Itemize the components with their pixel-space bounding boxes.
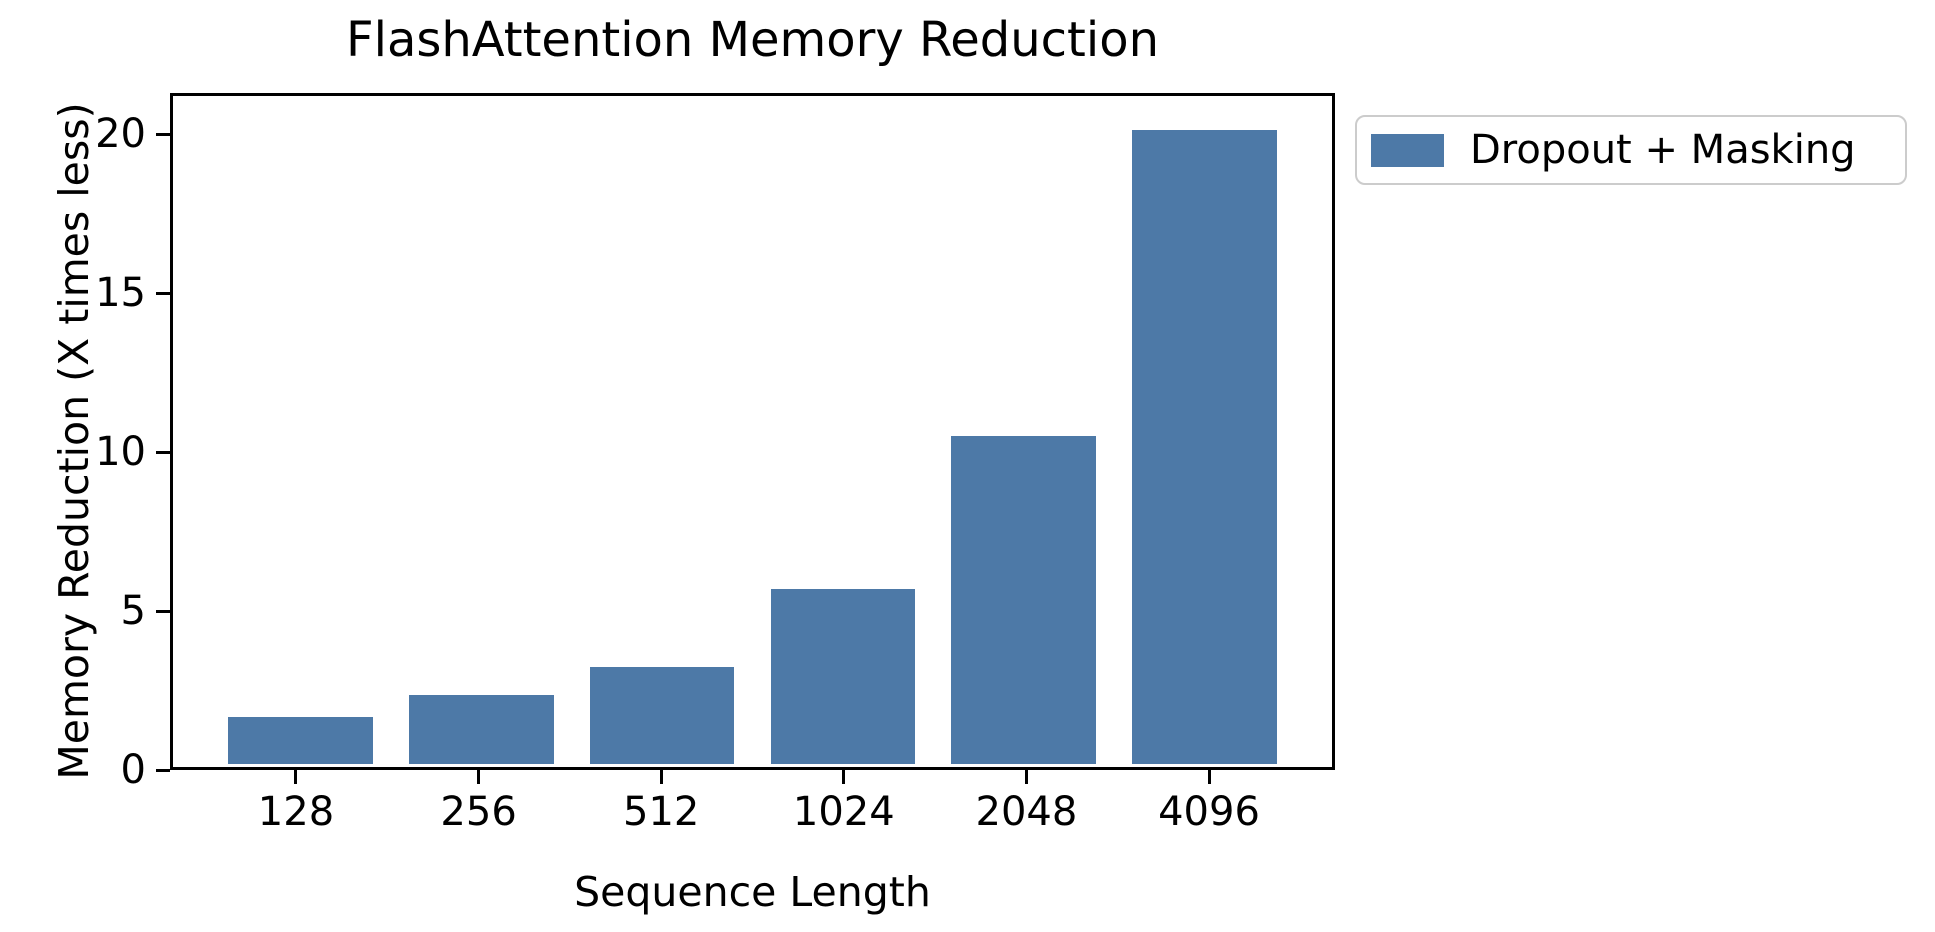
y-tick-label-20: 20 [95, 111, 146, 158]
bar-2048 [951, 436, 1096, 764]
y-tick-mark-5 [156, 609, 170, 613]
bar-256 [409, 695, 554, 764]
chart-title: FlashAttention Memory Reduction [346, 12, 1159, 68]
x-tick-label-4096: 4096 [1158, 789, 1260, 835]
y-tick-label-0: 0 [120, 747, 146, 793]
x-tick-label-512: 512 [623, 789, 700, 835]
y-tick-label-5: 5 [120, 588, 146, 635]
x-tick-mark-128 [294, 770, 298, 784]
bar-512 [589, 667, 735, 764]
x-tick-label-2048: 2048 [975, 789, 1078, 835]
x-tick-label-128: 128 [257, 789, 335, 835]
bars-group [176, 99, 1329, 764]
bar-128 [228, 717, 373, 764]
y-tick-mark-20 [156, 132, 170, 136]
x-tick-mark-256 [477, 770, 481, 784]
x-tick-label-1024: 1024 [792, 789, 895, 835]
x-tick-mark-2048 [1024, 770, 1028, 784]
x-tick-mark-512 [659, 770, 663, 784]
x-axis-label: Sequence Length [574, 868, 931, 916]
bar-1024 [770, 589, 916, 764]
plot-area [170, 93, 1335, 770]
bar-4096 [1132, 130, 1277, 764]
plot-wrap: 0 5 10 15 20 128 256 512 1024 2048 4096 [95, 93, 1335, 832]
y-tick-mark-0 [156, 768, 170, 772]
x-tick-mark-4096 [1207, 770, 1211, 784]
legend-label: Dropout + Masking [1470, 127, 1856, 173]
y-tick-mark-10 [156, 450, 170, 454]
legend: Dropout + Masking [1355, 115, 1907, 185]
y-tick-mark-15 [156, 291, 170, 295]
y-tick-label-15: 15 [95, 270, 146, 317]
y-tick-label-10: 10 [95, 429, 146, 476]
x-tick-mark-1024 [842, 770, 846, 784]
legend-swatch [1371, 133, 1444, 167]
x-tick-label-256: 256 [440, 789, 517, 835]
